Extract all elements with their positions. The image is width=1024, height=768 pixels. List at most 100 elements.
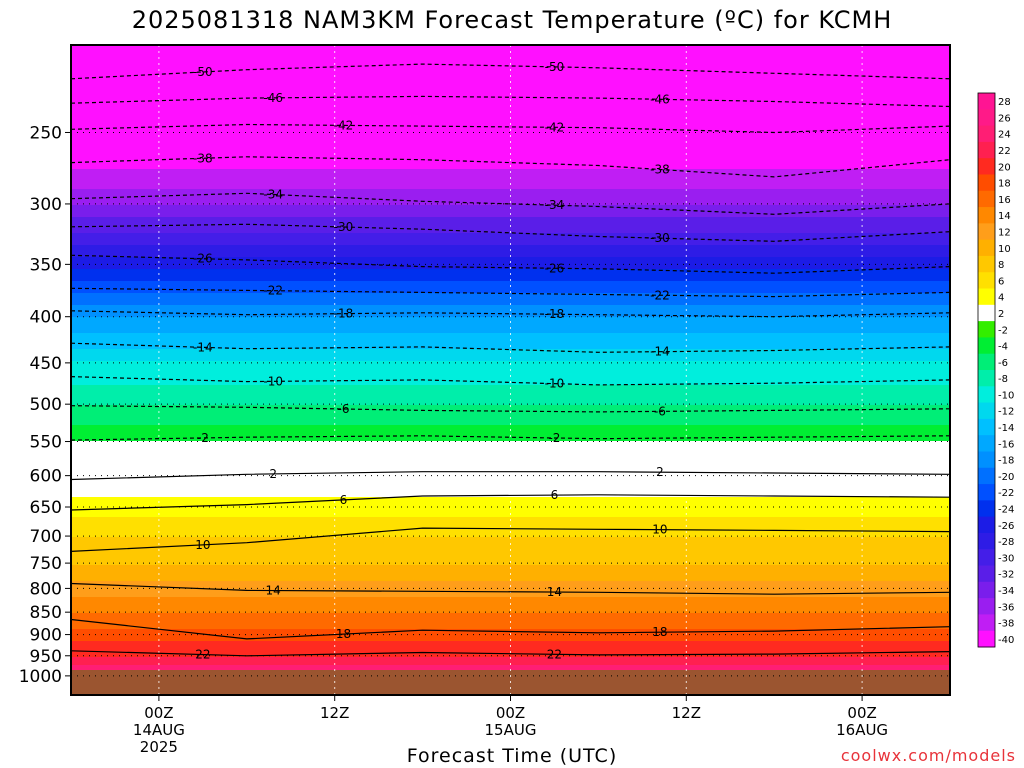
- temperature-band: [71, 201, 950, 206]
- temperature-band: [71, 597, 950, 602]
- temperature-band: [71, 129, 950, 134]
- colorbar-swatch: [978, 190, 995, 208]
- colorbar-label: -30: [998, 553, 1014, 564]
- temperature-band: [71, 237, 950, 242]
- temperature-band: [71, 641, 950, 646]
- temperature-band: [71, 353, 950, 358]
- contour-label: 18: [336, 627, 351, 641]
- x-tick-label: 15AUG: [485, 721, 537, 739]
- colorbar-label: 24: [998, 130, 1011, 141]
- y-tick-label: 600: [30, 467, 62, 487]
- temperature-band: [71, 89, 950, 94]
- x-axis-title: Forecast Time (UTC): [406, 745, 618, 767]
- temperature-band: [71, 389, 950, 394]
- colorbar-label: -8: [998, 374, 1008, 385]
- temperature-band: [71, 105, 950, 110]
- temperature-band: [71, 657, 950, 662]
- contour-label: -26: [545, 261, 565, 275]
- temperature-band: [71, 525, 950, 530]
- colorbar-label: -14: [998, 423, 1014, 434]
- x-tick-label: 16AUG: [836, 721, 888, 739]
- temperature-band: [71, 521, 950, 526]
- colorbar-swatch: [978, 614, 995, 632]
- contour-label: -50: [545, 60, 565, 74]
- y-tick-label: 300: [30, 195, 62, 215]
- contour-line-22: [71, 650, 950, 657]
- colorbar-swatch: [978, 451, 995, 469]
- temperature-band: [71, 45, 950, 50]
- temperature-band: [71, 401, 950, 406]
- colorbar-label: -10: [998, 390, 1014, 401]
- colorbar-label: -6: [998, 358, 1008, 369]
- temperature-band: [71, 561, 950, 566]
- contour-label: 2: [269, 467, 277, 481]
- temperature-band: [71, 53, 950, 58]
- temperature-band: [71, 585, 950, 590]
- colorbar-swatch: [978, 255, 995, 273]
- temperature-band: [71, 153, 950, 158]
- colorbar-label: 10: [998, 244, 1011, 255]
- temperature-band: [71, 653, 950, 658]
- contour-lines: -50 -50-46 -46-42 -42-38-38-34-34-30-30-26-…: [71, 60, 950, 662]
- contour-label: 6: [551, 488, 559, 502]
- colorbar-swatch: [978, 565, 995, 583]
- colorbar-swatch: [978, 272, 995, 290]
- temperature-band: [71, 665, 950, 670]
- colorbar-label: -26: [998, 521, 1014, 532]
- y-tick-label: 550: [30, 433, 62, 453]
- temperature-band: [71, 309, 950, 314]
- colorbar-label: -38: [998, 619, 1014, 630]
- x-tick-label: 00Z: [847, 704, 876, 722]
- colorbar-swatch: [978, 304, 995, 322]
- temperature-band: [71, 545, 950, 550]
- source-credit[interactable]: coolwx.com/models: [840, 746, 1016, 765]
- temperature-band: [71, 249, 950, 254]
- colorbar-swatch: [978, 174, 995, 192]
- temperature-band: [71, 281, 950, 286]
- temperature-band: [71, 377, 950, 382]
- temperature-band: [71, 497, 950, 502]
- temperature-band: [71, 285, 950, 290]
- temperature-band: [71, 297, 950, 302]
- colorbar-swatch: [978, 353, 995, 371]
- colorbar-label: -32: [998, 570, 1014, 581]
- colorbar-label: 6: [998, 276, 1004, 287]
- contour-label: -22: [650, 288, 670, 302]
- contour-line-18: [71, 618, 950, 640]
- contour-label: -6: [654, 404, 666, 418]
- contour-label: -34: [263, 188, 283, 202]
- colorbar-swatch: [978, 549, 995, 567]
- contour-label: -38: [193, 151, 213, 165]
- temperature-band: [71, 537, 950, 542]
- y-tick-label: 750: [30, 554, 62, 574]
- temperature-band: [71, 413, 950, 418]
- colorbar-swatch: [978, 337, 995, 355]
- temperature-band: [71, 225, 950, 230]
- colorbar-swatch: [978, 532, 995, 550]
- temperature-band: [71, 465, 950, 470]
- temperature-band: [71, 449, 950, 454]
- colorbar-swatch: [978, 321, 995, 338]
- temperature-band: [71, 165, 950, 170]
- temperature-band: [71, 209, 950, 214]
- contour-label: -50: [193, 65, 213, 79]
- colorbar-label: -28: [998, 537, 1014, 548]
- temperature-band: [71, 197, 950, 202]
- colorbar-label: -4: [998, 342, 1008, 353]
- contour-label: -30: [334, 220, 354, 234]
- temperature-band: [71, 429, 950, 434]
- colorbar-label: 4: [998, 293, 1004, 304]
- chart-title: 2025081318 NAM3KM Forecast Temperature (…: [131, 6, 893, 34]
- colorbar-swatch: [978, 370, 995, 387]
- colorbar-frame: [977, 92, 996, 648]
- colorbar-swatch: [978, 158, 995, 175]
- colorbar: 28 26 24 22 20 18 16 14 12 10 8 6 4 2 -2 -4 -6 -8 -10 -12 -1…: [977, 92, 1014, 648]
- x-tick-label: 12Z: [320, 704, 349, 722]
- contour-line-2: [71, 471, 950, 481]
- colorbar-swatch: [978, 418, 995, 436]
- temperature-band: [71, 221, 950, 226]
- colorbar-swatch: [978, 386, 995, 404]
- colorbar-swatch: [978, 484, 995, 501]
- contour-label: -18: [545, 307, 565, 321]
- temperature-band: [71, 365, 950, 370]
